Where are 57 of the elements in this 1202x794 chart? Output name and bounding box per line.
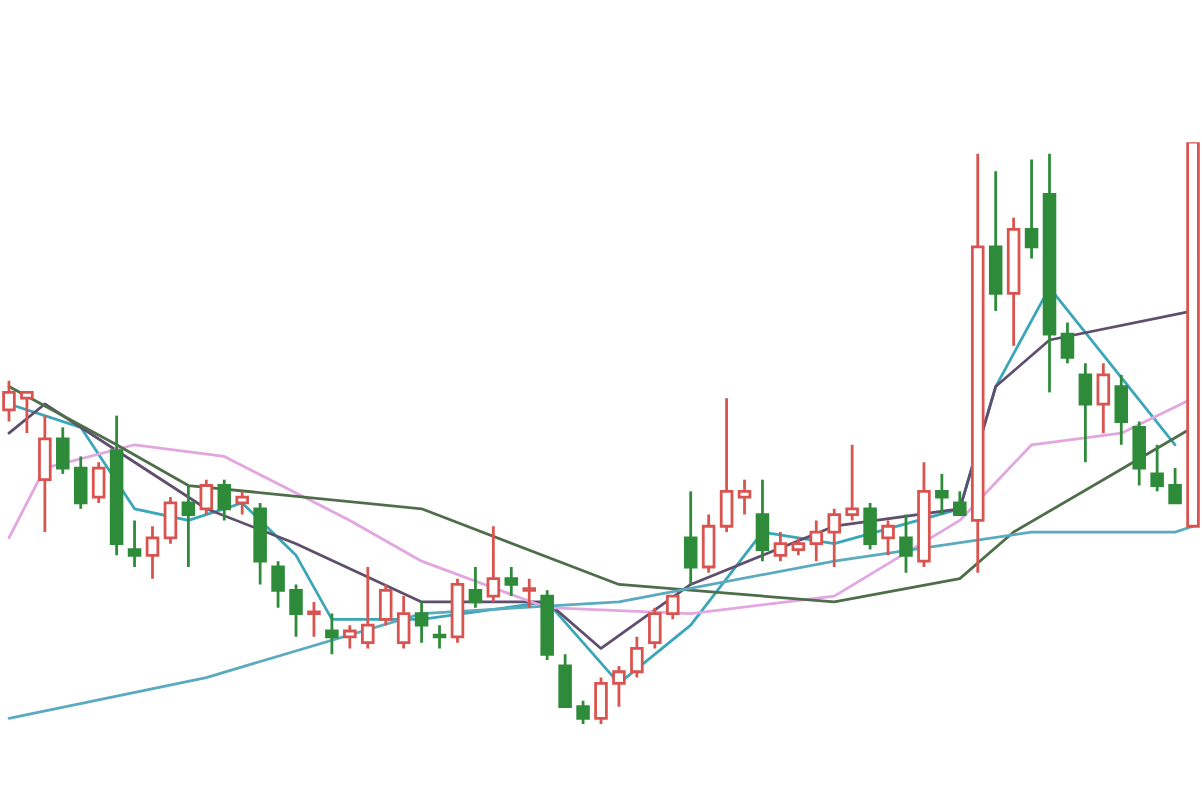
candlestick [325, 612, 339, 656]
candlestick [396, 594, 411, 650]
candlestick [199, 478, 214, 516]
candlestick [558, 652, 572, 709]
candlestick [935, 472, 949, 516]
candlestick [361, 565, 375, 650]
candlestick [73, 455, 88, 511]
candlestick [486, 524, 501, 604]
candlestick [1078, 361, 1093, 464]
candlestick [845, 443, 859, 522]
candlestick [719, 396, 734, 534]
candlestick [1024, 158, 1039, 260]
candlestick [1114, 373, 1129, 447]
candlestick [289, 583, 303, 639]
candlestick [576, 699, 590, 725]
candlestick [1096, 361, 1111, 435]
candlestick [881, 519, 895, 557]
candlestick [56, 425, 70, 476]
candlestick [181, 484, 196, 569]
candlestick [38, 414, 52, 534]
candlestick [809, 519, 824, 563]
candlestick [755, 478, 770, 563]
candlestick [612, 664, 626, 709]
candlestick [827, 507, 841, 569]
candlestick [665, 594, 680, 621]
candlestick [127, 519, 142, 569]
candlestick [235, 489, 249, 516]
candlestick [683, 489, 698, 586]
candlestick [432, 623, 447, 650]
candlestick [701, 513, 716, 575]
candlestick [1150, 443, 1164, 493]
candlestick [953, 489, 967, 516]
candlestick [594, 676, 608, 725]
candlestick [91, 460, 106, 505]
candlestick [20, 391, 34, 435]
candlestick [899, 513, 913, 575]
candlestick [1168, 466, 1182, 505]
candlestick [1132, 420, 1146, 487]
candlestick [504, 565, 519, 598]
candlestick [271, 559, 285, 610]
candlestick [163, 495, 178, 546]
candlestick [468, 565, 483, 610]
candlestick [2, 379, 16, 423]
candlestick [773, 530, 788, 563]
candlestick [378, 583, 393, 627]
candlestick [1060, 321, 1075, 365]
candlestick [145, 524, 160, 581]
candlestick [217, 478, 232, 522]
candlestick [988, 169, 1003, 313]
candlestick [414, 600, 429, 645]
candlestick [522, 577, 537, 610]
candlestick [343, 623, 357, 650]
candlestick [630, 635, 644, 679]
candlestick [307, 600, 321, 639]
candlestick [863, 501, 877, 551]
candlestick [648, 606, 662, 650]
candlestick [737, 478, 752, 516]
